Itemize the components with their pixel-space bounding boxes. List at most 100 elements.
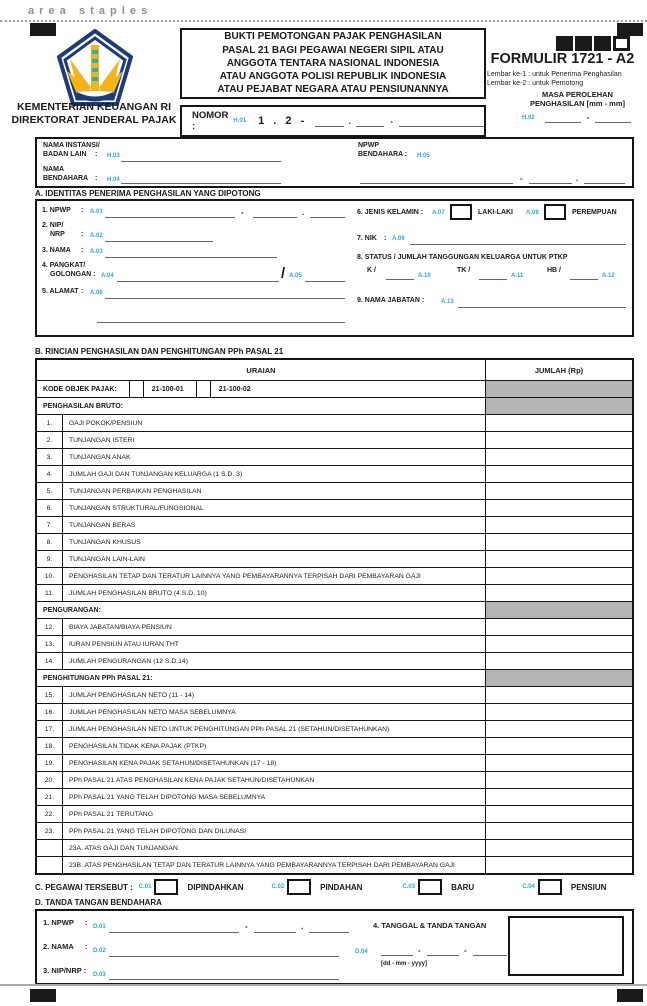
- npwp-bendahara-input-line[interactable]: [360, 183, 513, 184]
- form-title: BUKTI PEMOTONGAN PAJAK PENGHASILAN PASAL…: [180, 28, 486, 99]
- a-nik-input-line[interactable]: [410, 244, 626, 245]
- instansi-input-line[interactable]: [121, 161, 281, 162]
- masa-perolehan-label: MASA PEROLEHAN PENGHASILAN [mm - mm]: [508, 90, 647, 108]
- amount-cell[interactable]: [485, 500, 632, 516]
- amount-cell[interactable]: [485, 823, 632, 839]
- amount-cell[interactable]: [485, 432, 632, 448]
- dipindahkan-checkbox[interactable]: [154, 879, 179, 895]
- amount-cell[interactable]: [485, 483, 632, 499]
- kode-objek-pajak-checkbox[interactable]: [195, 381, 211, 397]
- perempuan-checkbox[interactable]: [544, 204, 566, 220]
- a-nik-label: 7. NIK: [357, 235, 377, 242]
- separator: .: [348, 116, 351, 126]
- amount-cell[interactable]: [485, 840, 632, 856]
- bendahara-nama-input-line[interactable]: [121, 183, 281, 184]
- d-tanggal-input-line[interactable]: [427, 955, 459, 956]
- amount-cell[interactable]: [485, 415, 632, 431]
- mark-square: [575, 36, 592, 51]
- nomor-input-line[interactable]: [355, 116, 385, 127]
- amount-cell[interactable]: [485, 721, 632, 737]
- separator: -: [520, 174, 523, 183]
- amount-cell[interactable]: [485, 755, 632, 771]
- a-alamat-input-line-2[interactable]: [97, 322, 345, 323]
- mark-square: [594, 36, 611, 51]
- amount-cell[interactable]: [485, 636, 632, 652]
- masa-to-input[interactable]: [595, 112, 632, 123]
- npwp-bendahara-input-line[interactable]: [529, 183, 572, 184]
- mark-square-open: [613, 36, 630, 51]
- amount-cell[interactable]: [485, 704, 632, 720]
- a-golongan-input-line[interactable]: [305, 281, 345, 282]
- row-label: IURAN PENSIUN ATAU IURAN THT: [69, 640, 179, 648]
- masa-from-input[interactable]: [544, 112, 581, 123]
- row-label: TUNJANGAN ISTERI: [69, 436, 135, 444]
- a-npwp-input-line[interactable]: [310, 217, 345, 218]
- nomor-input-line[interactable]: [398, 116, 484, 127]
- nama-bendahara-code: H.04: [107, 177, 120, 183]
- a-status-k-input[interactable]: [386, 279, 414, 280]
- row-label: TUNJANGAN KHUSUS: [69, 538, 141, 546]
- d-npwp-input-line[interactable]: [309, 932, 349, 933]
- table-row: 14. JUMLAH PENGURANGAN (12 S.D.14): [37, 652, 632, 669]
- d-tanggal-input-line[interactable]: [473, 955, 507, 956]
- a-nip-label: 2. NIP/: [42, 222, 64, 229]
- table-row: 23B. ATAS PENGHASILAN TETAP DAN TERATUR …: [37, 856, 632, 873]
- a-npwp-input-line[interactable]: [253, 217, 297, 218]
- amount-cell[interactable]: [485, 517, 632, 533]
- laki-laki-checkbox[interactable]: [450, 204, 472, 220]
- amount-cell[interactable]: [485, 806, 632, 822]
- a-jabatan-input-line[interactable]: [458, 307, 626, 308]
- amount-cell[interactable]: [485, 857, 632, 873]
- amount-cell[interactable]: [485, 687, 632, 703]
- amount-cell[interactable]: [485, 534, 632, 550]
- table-row: PENGHITUNGAN PPh PASAL 21:: [37, 669, 632, 686]
- masa-label-line-2: PENGHASILAN [mm - mm]: [529, 99, 625, 108]
- table-row: PENGHASILAN BRUTO:: [37, 397, 632, 414]
- a-status-hb-input[interactable]: [570, 279, 598, 280]
- amount-cell[interactable]: [485, 619, 632, 635]
- a-nik-code: A.09: [392, 236, 405, 242]
- table-row: 23A. ATAS GAJI DAN TUNJANGAN: [37, 839, 632, 856]
- pensiun-checkbox[interactable]: [537, 879, 562, 895]
- a-status-tk-input[interactable]: [479, 279, 507, 280]
- kode-objek-pajak-checkbox[interactable]: [128, 381, 144, 397]
- d-npwp-input-line[interactable]: [109, 932, 239, 933]
- amount-cell[interactable]: [485, 449, 632, 465]
- separator: :: [85, 918, 88, 927]
- signature-box[interactable]: [508, 916, 624, 976]
- amount-cell[interactable]: [485, 653, 632, 669]
- amount-cell[interactable]: [485, 738, 632, 754]
- form-title-line: ANGGOTA TENTARA NASIONAL INDONESIA: [226, 57, 440, 69]
- amount-cell[interactable]: [485, 585, 632, 601]
- amount-cell[interactable]: [485, 772, 632, 788]
- a-alamat-input-line[interactable]: [105, 298, 345, 299]
- instansi-code: H.03: [107, 153, 120, 159]
- baru-checkbox[interactable]: [418, 879, 443, 895]
- d-nip-input-line[interactable]: [109, 979, 339, 980]
- a-pangkat-input-line[interactable]: [117, 281, 279, 282]
- registration-mark-bottom-left: [30, 989, 56, 1002]
- d-tanggal-input-line[interactable]: [381, 955, 413, 956]
- jumlah-header: JUMLAH (Rp): [485, 360, 632, 380]
- masa-perolehan-fields: H.02 -: [522, 112, 632, 123]
- amount-cell[interactable]: [485, 789, 632, 805]
- d-npwp-code: D.01: [93, 924, 106, 930]
- ministry-line-2: DIREKTORAT JENDERAL PAJAK: [11, 114, 177, 126]
- pindahan-checkbox[interactable]: [287, 879, 312, 895]
- table-row: 18. PENGHASILAN TIDAK KENA PAJAK (PTKP): [37, 737, 632, 754]
- a-kelamin-label: 6. JENIS KELAMIN :: [357, 209, 424, 216]
- amount-cell[interactable]: [485, 466, 632, 482]
- npwp-bendahara-input-line[interactable]: [584, 183, 625, 184]
- amount-cell[interactable]: [485, 568, 632, 584]
- mark-square: [556, 36, 573, 51]
- a-nama-input-line[interactable]: [105, 257, 277, 258]
- form-title-line: ATAU PEJABAT NEGARA ATAU PENSIUNANNYA: [217, 84, 449, 96]
- row-number: 15.: [37, 687, 63, 703]
- a-nip-input-line[interactable]: [105, 241, 213, 242]
- d-nama-code: D.02: [93, 948, 106, 954]
- d-nama-input-line[interactable]: [109, 956, 339, 957]
- a-npwp-input-line[interactable]: [105, 217, 235, 218]
- nomor-input-line[interactable]: [315, 116, 344, 127]
- d-npwp-input-line[interactable]: [254, 932, 296, 933]
- amount-cell[interactable]: [485, 551, 632, 567]
